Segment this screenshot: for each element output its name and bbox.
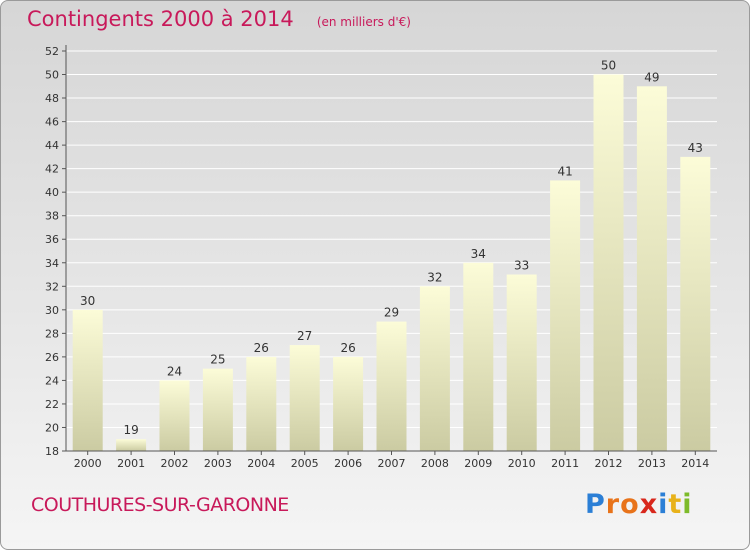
bar (463, 262, 494, 451)
bar (636, 86, 667, 451)
bar (419, 286, 450, 451)
bar (333, 356, 364, 451)
bar-value-label: 33 (514, 259, 529, 273)
y-tick-label: 24 (45, 374, 59, 387)
chart-header: Contingents 2000 à 2014 (en milliers d'€… (27, 7, 411, 31)
y-tick-label: 34 (45, 257, 59, 270)
bar-value-label: 27 (297, 329, 312, 343)
bar-value-label: 49 (644, 70, 659, 84)
bar (506, 274, 537, 451)
chart-title: Contingents 2000 à 2014 (27, 7, 294, 31)
bars (72, 74, 711, 452)
x-tick-label: 2000 (74, 457, 102, 470)
bar-value-label: 30 (80, 294, 95, 308)
y-tick-label: 18 (45, 445, 59, 458)
bar (680, 156, 711, 451)
bar-value-label: 32 (427, 270, 442, 284)
bar-value-label: 50 (601, 59, 616, 73)
bar-value-label: 24 (167, 364, 182, 378)
logo-letter: P (585, 489, 606, 520)
x-tick-label: 2009 (464, 457, 492, 470)
logo-letter: o (620, 489, 640, 520)
bar (289, 345, 320, 451)
bar-value-label: 34 (471, 247, 486, 261)
x-tick-label: 2013 (638, 457, 666, 470)
proxiti-logo: Proxiti (585, 489, 693, 520)
y-tick-label: 26 (45, 351, 59, 364)
x-tick-label: 2001 (117, 457, 145, 470)
y-tick-label: 36 (45, 233, 59, 246)
y-tick-label: 22 (45, 398, 59, 411)
y-tick-label: 42 (45, 163, 59, 176)
y-tick-label: 44 (45, 139, 59, 152)
y-tick-label: 46 (45, 116, 59, 129)
x-tick-label: 2010 (508, 457, 536, 470)
x-tick-label: 2007 (378, 457, 406, 470)
x-tick-label: 2014 (681, 457, 709, 470)
logo-letter: i (682, 489, 693, 520)
bar (159, 380, 190, 451)
bar-value-label: 41 (557, 164, 572, 178)
y-tick-label: 20 (45, 421, 59, 434)
logo-letter: i (658, 489, 669, 520)
axes (62, 45, 717, 455)
bar (376, 321, 407, 451)
y-tick-label: 50 (45, 69, 59, 82)
y-tick-label: 28 (45, 327, 59, 340)
y-tick-label: 48 (45, 92, 59, 105)
bar-value-label: 25 (210, 353, 225, 367)
logo-letter: r (605, 489, 621, 520)
bar (550, 180, 581, 452)
x-tick-label: 2005 (291, 457, 319, 470)
bar-value-label: 26 (340, 341, 355, 355)
bar (246, 356, 277, 451)
x-tick-label: 2004 (247, 457, 275, 470)
bar-value-label: 19 (123, 423, 138, 437)
x-tick-label: 2012 (595, 457, 623, 470)
y-tick-label: 32 (45, 280, 59, 293)
x-tick-label: 2008 (421, 457, 449, 470)
x-tick-label: 2006 (334, 457, 362, 470)
x-tick-label: 2002 (161, 457, 189, 470)
y-tick-label: 30 (45, 304, 59, 317)
chart-subtitle: (en milliers d'€) (316, 15, 411, 29)
x-tick-label: 2003 (204, 457, 232, 470)
bar-value-label: 26 (254, 341, 269, 355)
y-tick-label: 38 (45, 210, 59, 223)
bar (72, 309, 103, 451)
bar (202, 368, 233, 451)
logo-letter: x (639, 489, 659, 520)
bar-value-label: 29 (384, 306, 399, 320)
y-tick-label: 40 (45, 186, 59, 199)
bar (593, 74, 624, 451)
y-tick-label: 52 (45, 45, 59, 58)
labels: 18 20 22 24 26 28 30 32 34 36 38 40 42 44 46 48 50 52 30 20… (45, 45, 709, 470)
x-tick-label: 2011 (551, 457, 579, 470)
commune-name: COUTHURES-SUR-GARONNE (31, 494, 289, 516)
bar-value-label: 43 (688, 141, 703, 155)
logo-letter: t (668, 489, 683, 520)
bar (116, 439, 147, 451)
